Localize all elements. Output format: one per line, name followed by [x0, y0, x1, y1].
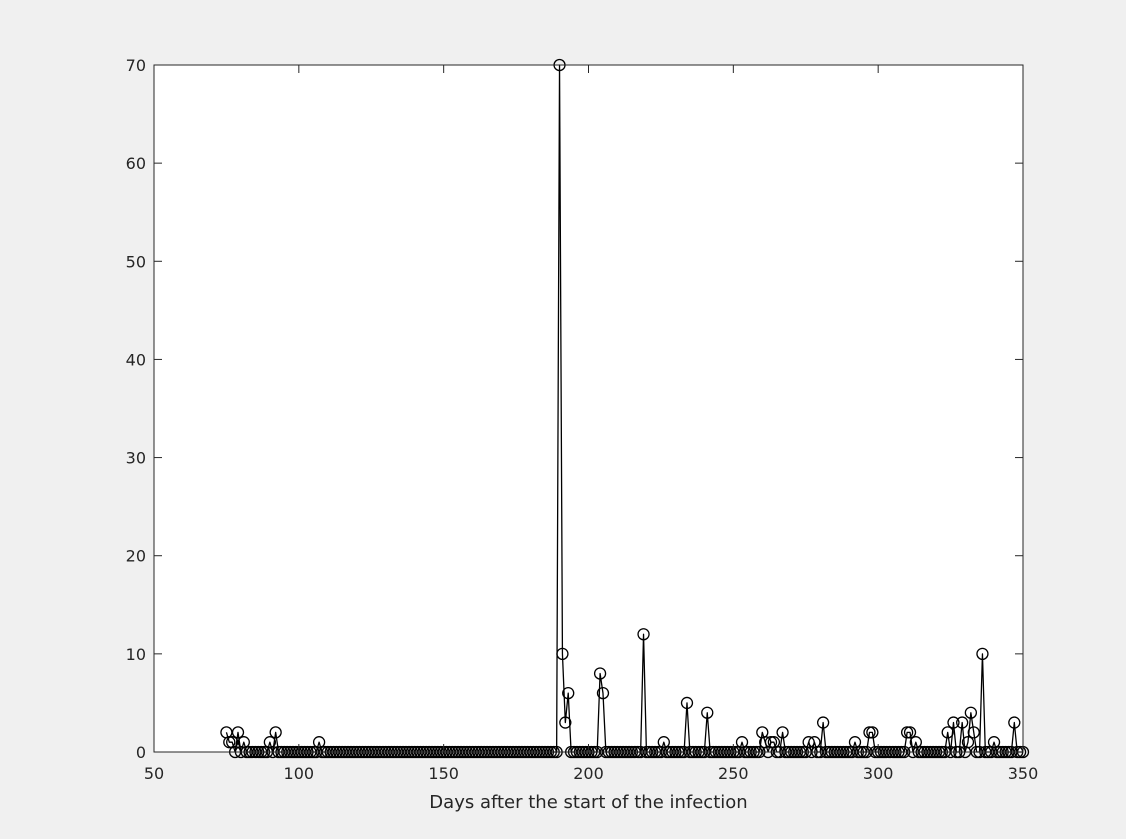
y-tick-label: 10 [126, 645, 146, 664]
data-point [776, 726, 789, 739]
x-axis-label: Days after the start of the infection [429, 792, 747, 813]
data-point [701, 706, 714, 719]
y-tick-label: 40 [126, 350, 146, 369]
x-tick-label: 100 [284, 764, 315, 783]
data-point [900, 726, 914, 739]
data-point [967, 726, 980, 739]
x-tick-label: 250 [718, 764, 749, 783]
data-point [562, 686, 575, 700]
y-tick-label: 70 [126, 56, 146, 75]
y-tick-label: 20 [126, 547, 146, 566]
data-point [964, 706, 978, 719]
data-point [637, 628, 650, 641]
axes: 50 100 150 200 250 300 350 0 10 20 30 40 50 60 70 [126, 56, 1039, 783]
y-tick-label: 0 [136, 743, 146, 762]
y-tick-label: 60 [126, 154, 146, 173]
data-point [1008, 716, 1021, 729]
y-tick-label: 50 [126, 252, 146, 271]
data-point [863, 726, 876, 739]
x-tick-label: 300 [863, 764, 894, 783]
data-point [559, 716, 572, 729]
data-point [223, 736, 236, 749]
data-point [941, 726, 954, 739]
data-point [947, 716, 960, 729]
data-point [816, 716, 830, 729]
data-point [556, 647, 569, 661]
data-point [231, 726, 245, 739]
data-point [956, 716, 969, 729]
y-tick-label: 30 [126, 449, 146, 468]
x-tick-label: 150 [428, 764, 459, 783]
data-point [764, 736, 778, 749]
plot-area [154, 65, 1023, 752]
data-point [866, 726, 879, 739]
data-point [596, 686, 610, 700]
x-tick-label: 350 [1008, 764, 1039, 783]
x-tick-label: 200 [573, 764, 604, 783]
data-point [903, 726, 917, 739]
data-point [680, 696, 694, 710]
data-point [961, 736, 975, 749]
data-point [976, 647, 989, 661]
data-point [593, 667, 607, 680]
x-tick-label: 50 [144, 764, 164, 783]
data-point [269, 726, 282, 739]
